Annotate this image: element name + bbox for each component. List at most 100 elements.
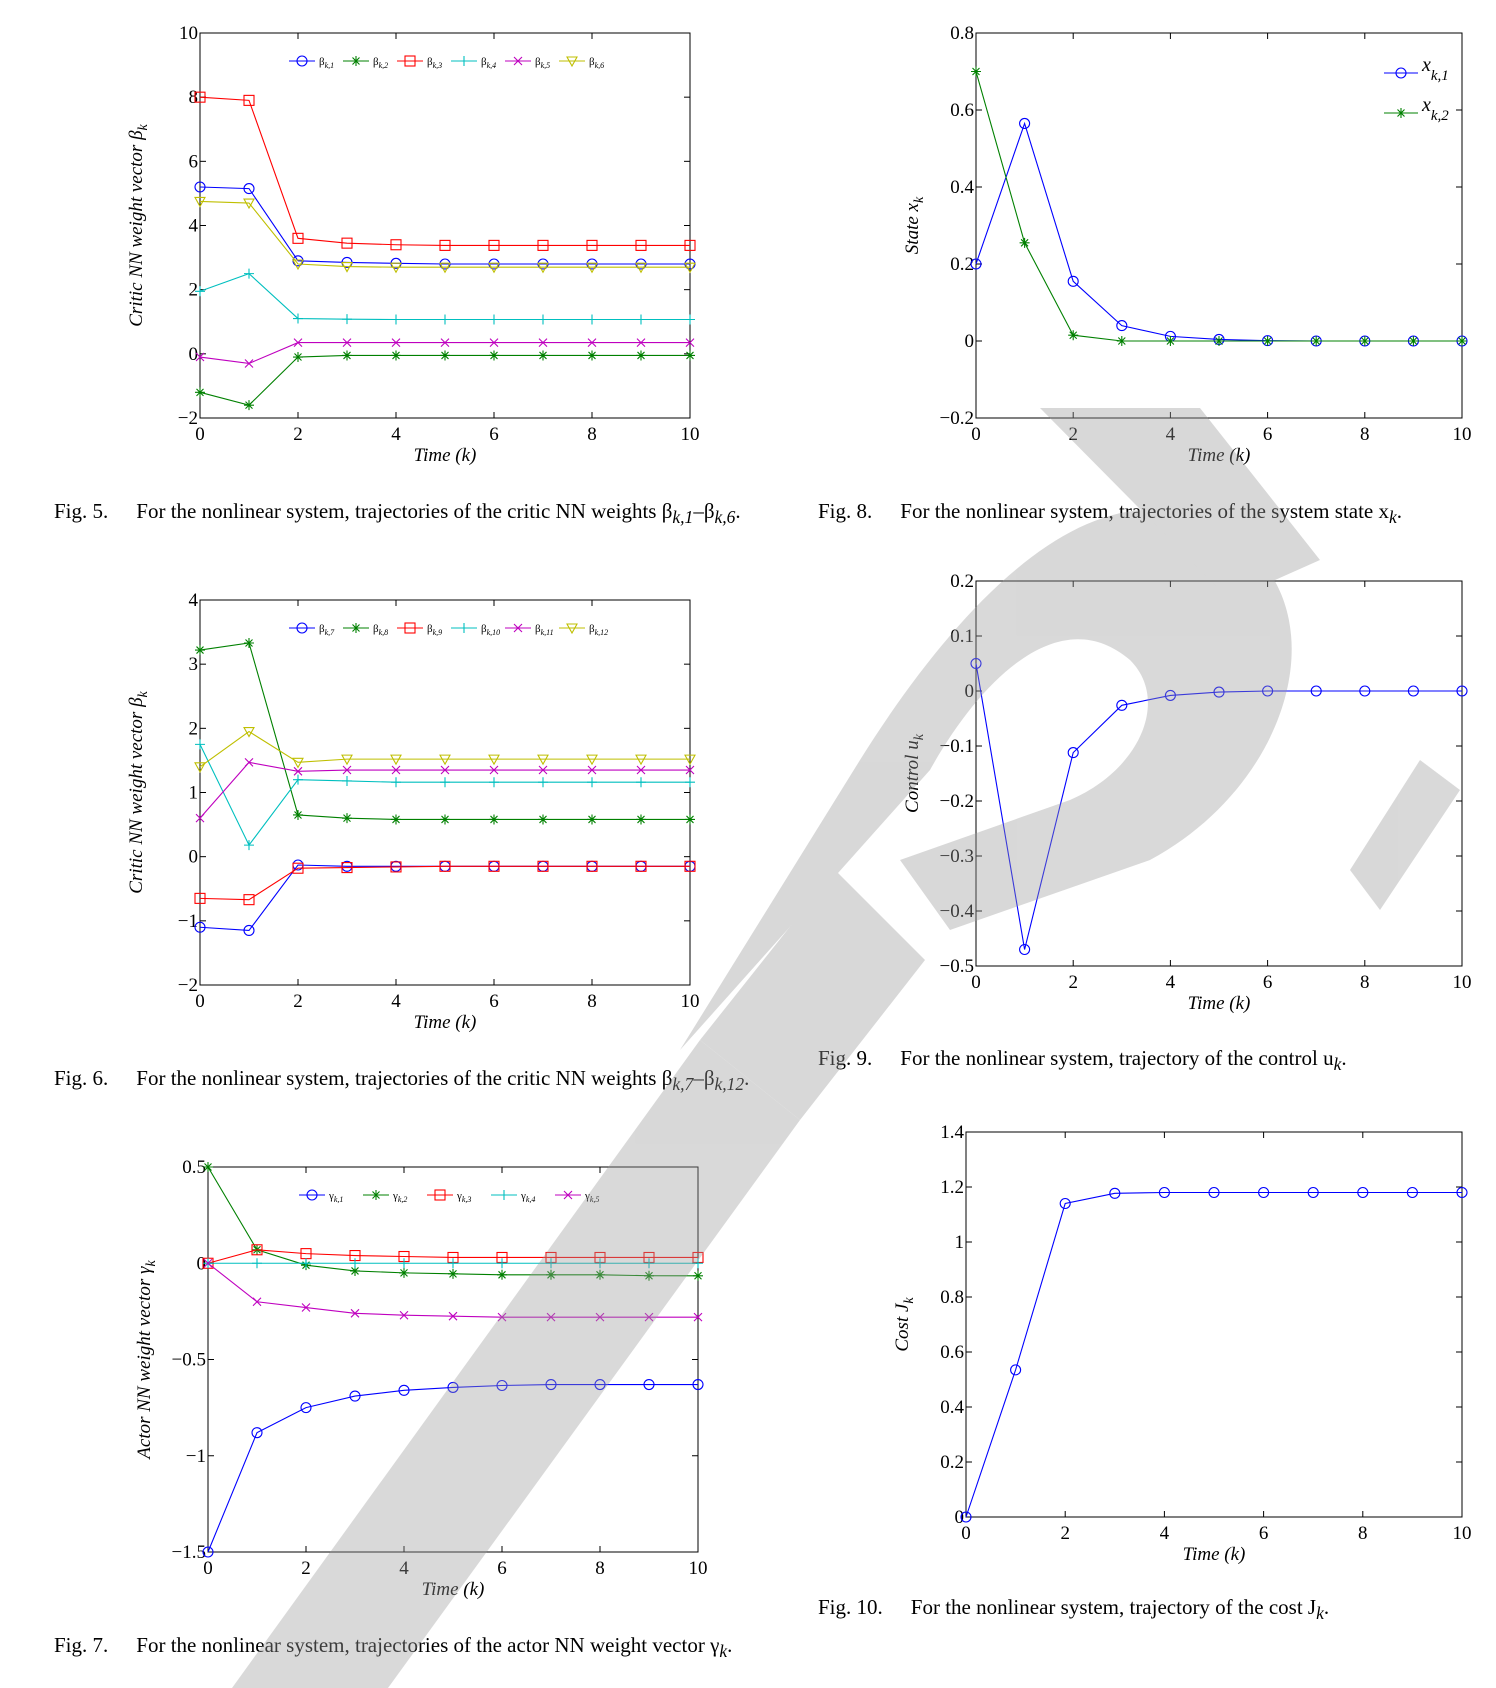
legend-label-sub: k,3 [462, 1195, 472, 1204]
x-tick-label: 2 [293, 991, 303, 1012]
legend-label-sub: k,4 [487, 61, 497, 70]
data-point [538, 777, 548, 788]
y-tick-label: 0 [189, 344, 199, 365]
chart-svg: 0 2 4 6 8 10 0 0.2 0.4 0.6 0.8 1 1.2 1.4 Time (k) Cost … [892, 1122, 1472, 1565]
data-point [194, 196, 206, 208]
y-axis-label: Cost Jk [892, 1297, 917, 1352]
series-5 [195, 338, 695, 368]
data-point [341, 754, 353, 766]
y-tick-label: 0.6 [940, 1342, 964, 1363]
x-tick-label: 4 [391, 991, 401, 1012]
legend-label-sub: k,10 [487, 628, 501, 637]
y-tick-label: 0.4 [950, 177, 974, 198]
y-tick-label: −0.2 [940, 408, 974, 429]
data-point [293, 809, 303, 820]
data-point [390, 754, 402, 766]
data-point [489, 338, 499, 347]
caption-label: Fig. 7. [54, 1633, 109, 1657]
data-point [391, 814, 401, 825]
y-tick-label: 0.5 [182, 1157, 206, 1178]
legend-marker [296, 622, 308, 634]
data-point [538, 350, 548, 361]
figure-8: 0 2 4 6 8 10 −0.2 0 0.2 0.4 0.6 0.8 Time (k) State xk… [760, 0, 1496, 480]
legend-marker [1396, 108, 1406, 118]
x-tick-label: 6 [1259, 1523, 1269, 1544]
data-point [587, 814, 597, 825]
series-line [199, 730, 690, 768]
data-point [195, 352, 205, 362]
data-point [692, 1378, 704, 1391]
data-point [538, 814, 548, 825]
series-1 [202, 1378, 704, 1558]
data-point [1010, 1364, 1022, 1376]
data-point [194, 921, 206, 933]
series-4 [195, 739, 695, 851]
data-point [496, 1379, 508, 1392]
legend-label-sub: k,3 [433, 61, 443, 70]
x-tick-label: 2 [301, 1558, 311, 1579]
legend-marker [566, 56, 578, 68]
figure-7: 0 2 4 6 8 10 −1.5 −1 −0.5 0 0.5 Time (k) Actor NN we… [0, 1140, 760, 1600]
series-1 [960, 1186, 1468, 1523]
data-point [293, 313, 303, 324]
data-point [586, 754, 598, 766]
data-point [440, 350, 450, 361]
data-point [399, 1258, 409, 1269]
data-point [391, 777, 401, 788]
y-tick-label: −1.5 [172, 1542, 206, 1563]
data-point [970, 258, 982, 270]
data-point [342, 350, 352, 361]
y-tick-label: 1.2 [940, 1177, 964, 1198]
data-point [439, 262, 451, 274]
x-tick-label: 6 [489, 424, 499, 445]
data-point [693, 1312, 703, 1322]
data-point [635, 239, 647, 251]
data-point [685, 777, 695, 788]
data-point [243, 924, 255, 937]
legend-marker [404, 55, 416, 67]
data-point [439, 754, 451, 766]
data-point [1457, 336, 1467, 346]
y-axis-label-sub: k [912, 196, 927, 203]
data-point [391, 350, 401, 361]
plot-frame [975, 32, 1463, 419]
y-tick-label: 0.4 [940, 1397, 964, 1418]
data-point [685, 814, 695, 825]
x-tick-label: 8 [1358, 1523, 1368, 1544]
data-point [440, 814, 450, 825]
data-point [1258, 1186, 1270, 1199]
data-point [293, 338, 303, 347]
data-point [341, 237, 353, 249]
data-point [244, 359, 254, 368]
data-point [586, 860, 598, 872]
data-point [243, 198, 255, 210]
data-point [292, 862, 304, 874]
data-point [243, 726, 255, 738]
y-tick-label: 2 [189, 718, 199, 739]
data-point [244, 268, 254, 279]
data-point [1214, 336, 1224, 346]
data-point [644, 1258, 654, 1269]
plot-frame [199, 599, 691, 986]
caption-label: Fig. 6. [54, 1066, 109, 1090]
caption-text: For the nonlinear system, trajectory of … [910, 1595, 1317, 1619]
data-point [546, 1269, 556, 1280]
data-point [488, 754, 500, 766]
x-axis-label: Time (k) [1188, 445, 1251, 466]
x-tick-label: 0 [971, 972, 981, 993]
data-point [545, 1378, 557, 1391]
data-point [685, 350, 695, 361]
y-tick-label: −2 [178, 408, 198, 429]
x-axis-label: Time (k) [414, 445, 477, 466]
x-tick-label: 8 [1360, 972, 1370, 993]
y-tick-label: −1 [186, 1446, 206, 1467]
data-point [960, 1511, 972, 1523]
legend-marker [459, 56, 469, 66]
data-point [1307, 1186, 1319, 1199]
data-point [1019, 117, 1031, 130]
figure-10: 0 2 4 6 8 10 0 0.2 0.4 0.6 0.8 1 1.2 1.4 Time (k) Cost … [760, 1100, 1496, 1570]
data-point [685, 765, 695, 775]
legend-marker [351, 623, 361, 633]
data-point [538, 765, 548, 775]
data-point [693, 1258, 703, 1269]
